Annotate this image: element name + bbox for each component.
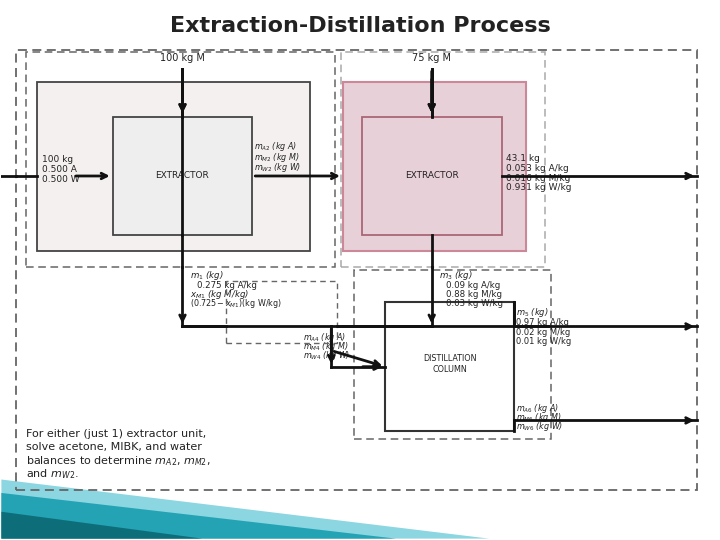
Polygon shape (1, 480, 489, 538)
Text: $m_{W6}$ (kg W): $m_{W6}$ (kg W) (516, 420, 564, 434)
Text: 0.275 kg A/kg: 0.275 kg A/kg (197, 281, 257, 289)
Text: $m_{A6}$ (kg A): $m_{A6}$ (kg A) (516, 402, 559, 415)
Text: 0.02 kg M/kg: 0.02 kg M/kg (516, 328, 571, 337)
Bar (16, 50, 697, 490)
Text: $(0.725-x_{M1})$(kg W/kg): $(0.725-x_{M1})$(kg W/kg) (189, 298, 282, 310)
Text: balances to determine $m_{A2}$, $m_{M2}$,: balances to determine $m_{A2}$, $m_{M2}$… (27, 454, 211, 468)
Text: 0.500 A: 0.500 A (42, 165, 77, 174)
Bar (112, 117, 253, 235)
Bar (27, 52, 335, 267)
Bar (362, 117, 502, 235)
Text: 0.500 W: 0.500 W (42, 175, 80, 184)
Text: 0.03 kg W/kg: 0.03 kg W/kg (446, 299, 503, 308)
Text: 0.053 kg A/kg: 0.053 kg A/kg (505, 164, 568, 173)
Bar (343, 82, 526, 251)
Text: 75 kg M: 75 kg M (413, 53, 451, 63)
Text: $x_{M1}$ (kg M/kg): $x_{M1}$ (kg M/kg) (189, 288, 249, 301)
Text: DISTILLATION
COLUMN: DISTILLATION COLUMN (423, 354, 477, 374)
Text: solve acetone, MIBK, and water: solve acetone, MIBK, and water (27, 442, 202, 453)
Text: $m_{W4}$ (kg W): $m_{W4}$ (kg W) (302, 349, 350, 362)
Text: 100 kg: 100 kg (42, 156, 73, 164)
Text: 43.1 kg: 43.1 kg (505, 154, 539, 163)
Text: 0.01 kg W/kg: 0.01 kg W/kg (516, 338, 572, 347)
Text: 0.09 kg A/kg: 0.09 kg A/kg (446, 281, 500, 289)
Text: $m_{A4}$ (kg A): $m_{A4}$ (kg A) (302, 330, 346, 343)
Bar (226, 281, 337, 342)
Text: $m_5$ (kg): $m_5$ (kg) (516, 307, 549, 320)
Bar (385, 302, 514, 431)
Text: 0.97 kg A/kg: 0.97 kg A/kg (516, 318, 570, 327)
Text: $m_{A2}$ (kg A): $m_{A2}$ (kg A) (254, 140, 297, 153)
Bar (354, 270, 552, 439)
Text: 0.88 kg M/kg: 0.88 kg M/kg (446, 289, 502, 299)
Text: For either (just 1) extractor unit,: For either (just 1) extractor unit, (27, 429, 207, 439)
Text: $m_{M6}$ (kg M): $m_{M6}$ (kg M) (516, 411, 562, 424)
Text: and $m_{W2}$.: and $m_{W2}$. (27, 467, 79, 481)
Text: 0.931 kg W/kg: 0.931 kg W/kg (505, 183, 571, 192)
Text: $m_3$ (kg): $m_3$ (kg) (439, 269, 472, 282)
Text: $m_1$ (kg): $m_1$ (kg) (189, 269, 223, 282)
Text: Extraction-Distillation Process: Extraction-Distillation Process (170, 16, 550, 36)
Text: $m_{W2}$ (kg W): $m_{W2}$ (kg W) (254, 161, 301, 174)
Bar (341, 52, 545, 267)
Text: $m_{M2}$ (kg M): $m_{M2}$ (kg M) (254, 151, 300, 164)
Text: 100 kg M: 100 kg M (160, 53, 205, 63)
Polygon shape (1, 493, 396, 538)
Text: 0.016 kg M/kg: 0.016 kg M/kg (505, 174, 570, 183)
Polygon shape (1, 512, 202, 538)
Text: $m_{M4}$ (kg M): $m_{M4}$ (kg M) (302, 340, 348, 353)
Bar (37, 82, 310, 251)
Text: EXTRACTOR: EXTRACTOR (156, 172, 210, 180)
Text: EXTRACTOR: EXTRACTOR (405, 172, 459, 180)
